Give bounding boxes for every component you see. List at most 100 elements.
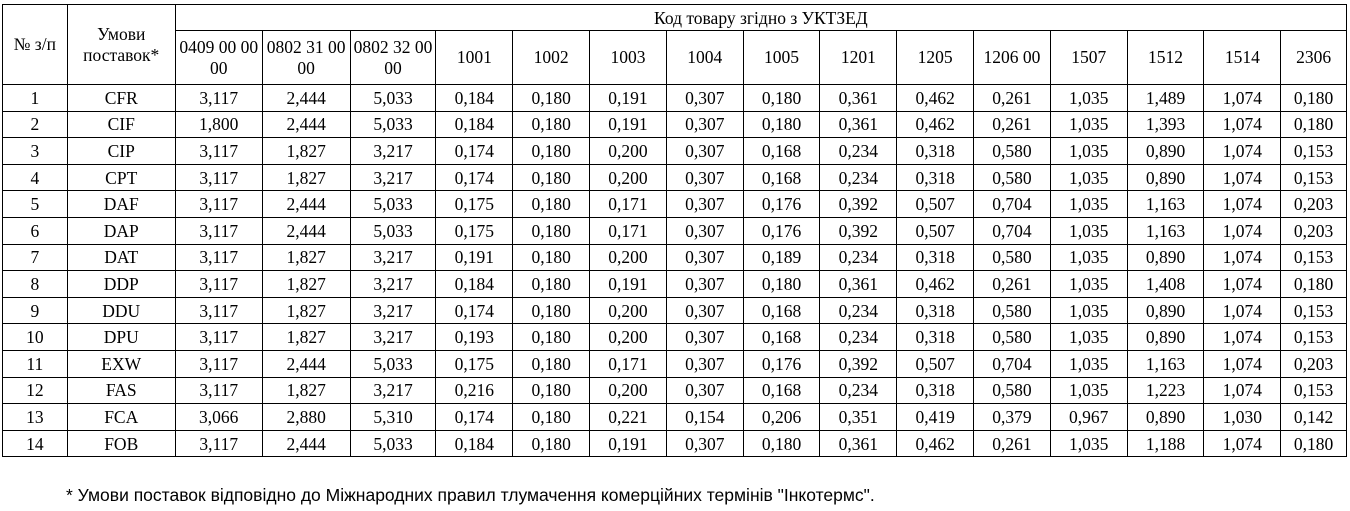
coefficient-cell: 0,180: [512, 137, 591, 165]
coefficient-cell: 3,117: [174, 376, 263, 405]
coefficient-cell: 2,444: [261, 216, 351, 245]
coefficient-cell: 1,393: [1126, 110, 1205, 139]
coefficient-cell: 1,035: [1049, 163, 1128, 192]
coefficient-cell: 3,117: [174, 216, 263, 245]
coefficient-cell: 0,175: [435, 190, 514, 218]
table-row: 9 DDU 3,117 1,827 3,217 0,174 0,180 0,200 0,307 0…: [2, 296, 1347, 325]
delivery-term: FAS: [66, 376, 176, 405]
coefficient-cell: 0,180: [742, 429, 821, 458]
coefficient-cell: 0,967: [1049, 403, 1128, 431]
coefficient-cell: 0,168: [742, 323, 821, 351]
coefficient-cell: 3,117: [174, 84, 263, 112]
coefficient-cell: 0,174: [435, 296, 514, 325]
header-code: 1507: [1049, 30, 1128, 85]
header-delivery-terms: Умови поставок*: [66, 4, 176, 85]
table-row: 8 DDP 3,117 1,827 3,217 0,184 0,180 0,191 0,307 0…: [2, 270, 1347, 298]
coefficient-cell: 1,035: [1049, 429, 1128, 458]
coefficient-cell: 0,361: [819, 84, 898, 112]
header-code: 1205: [896, 30, 975, 85]
coefficient-cell: 0,191: [589, 429, 667, 458]
coefficient-cell: 0,180: [512, 163, 591, 192]
coefficient-cell: 0,180: [512, 349, 591, 378]
coefficient-cell: 0,307: [665, 84, 744, 112]
coefficient-cell: 1,035: [1049, 84, 1128, 112]
coefficient-cell: 0,379: [973, 403, 1051, 431]
coefficient-cell: 0,890: [1126, 403, 1205, 431]
header-code: 1003: [589, 30, 667, 85]
coefficient-cell: 0,153: [1280, 163, 1347, 192]
delivery-term: DAT: [66, 243, 176, 272]
coefficient-cell: 1,074: [1203, 163, 1282, 192]
coefficient-cell: 1,827: [261, 137, 351, 165]
delivery-term: DPU: [66, 323, 176, 351]
coefficient-cell: 0,184: [435, 429, 514, 458]
coefficient-cell: 1,074: [1203, 376, 1282, 405]
coefficient-cell: 0,318: [896, 163, 975, 192]
coefficient-cell: 0,580: [973, 296, 1051, 325]
coefficient-cell: 0,261: [973, 429, 1051, 458]
coefficient-cell: 0,261: [973, 110, 1051, 139]
coefficient-cell: 0,176: [742, 190, 821, 218]
coefficient-cell: 0,261: [973, 270, 1051, 298]
row-number: 10: [2, 323, 68, 351]
coefficient-cell: 0,704: [973, 216, 1051, 245]
coefficient-cell: 0,200: [589, 163, 667, 192]
header-code: 1005: [742, 30, 821, 85]
coefficient-cell: 0,200: [589, 376, 667, 405]
coefficient-cell: 1,074: [1203, 190, 1282, 218]
coefficient-cell: 0,307: [665, 243, 744, 272]
coefficient-cell: 0,361: [819, 110, 898, 139]
row-number: 11: [2, 349, 68, 378]
delivery-term: FOB: [66, 429, 176, 458]
coefficient-cell: 0,307: [665, 323, 744, 351]
delivery-term: CPT: [66, 163, 176, 192]
coefficient-cell: 5,033: [349, 349, 437, 378]
coefficient-cell: 1,074: [1203, 243, 1282, 272]
header-code: 0409 00 00 00: [174, 30, 263, 85]
header-code: 0802 32 00 00: [349, 30, 437, 85]
row-number: 7: [2, 243, 68, 272]
coefficient-cell: 0,234: [819, 243, 898, 272]
coefficient-cell: 0,580: [973, 163, 1051, 192]
coefficient-cell: 0,168: [742, 137, 821, 165]
coefficient-cell: 0,307: [665, 163, 744, 192]
table-row: 1 CFR 3,117 2,444 5,033 0,184 0,180 0,191 0,307 0…: [2, 84, 1347, 112]
table-row: 6 DAP 3,117 2,444 5,033 0,175 0,180 0,171 0,307 0…: [2, 216, 1347, 245]
row-number: 8: [2, 270, 68, 298]
coefficient-cell: 2,444: [261, 190, 351, 218]
coefficient-cell: 0,200: [589, 137, 667, 165]
coefficient-cell: 0,171: [589, 216, 667, 245]
coefficient-cell: 0,180: [512, 190, 591, 218]
coefficient-cell: 3,217: [349, 163, 437, 192]
coefficient-cell: 0,168: [742, 163, 821, 192]
coefficient-cell: 1,827: [261, 270, 351, 298]
coefficient-cell: 0,507: [896, 349, 975, 378]
coefficient-cell: 0,171: [589, 349, 667, 378]
coefficient-cell: 0,180: [512, 84, 591, 112]
coefficient-cell: 0,175: [435, 216, 514, 245]
delivery-term: FCA: [66, 403, 176, 431]
header-number: № з/п: [2, 4, 68, 85]
coefficient-cell: 3,117: [174, 296, 263, 325]
coefficient-cell: 1,223: [1126, 376, 1205, 405]
coefficient-cell: 1,035: [1049, 323, 1128, 351]
coefficient-cell: 0,153: [1280, 243, 1347, 272]
coefficient-cell: 0,216: [435, 376, 514, 405]
coefficient-cell: 0,704: [973, 349, 1051, 378]
table-row: 7 DAT 3,117 1,827 3,217 0,191 0,180 0,200 0,307 0…: [2, 243, 1347, 272]
coefficient-cell: 0,318: [896, 137, 975, 165]
coefficient-cell: 0,318: [896, 323, 975, 351]
coefficient-cell: 0,361: [819, 270, 898, 298]
coefficient-cell: 0,200: [589, 243, 667, 272]
coefficient-cell: 0,168: [742, 296, 821, 325]
coefficient-cell: 0,142: [1280, 403, 1347, 431]
coefficient-cell: 0,191: [589, 84, 667, 112]
row-number: 12: [2, 376, 68, 405]
row-number: 13: [2, 403, 68, 431]
delivery-term: DDU: [66, 296, 176, 325]
header-product-code-group: Код товару згідно з УКТЗЕД: [174, 4, 1348, 31]
coefficient-cell: 0,307: [665, 137, 744, 165]
coefficient-cell: 0,180: [512, 376, 591, 405]
coefficient-cell: 0,307: [665, 190, 744, 218]
